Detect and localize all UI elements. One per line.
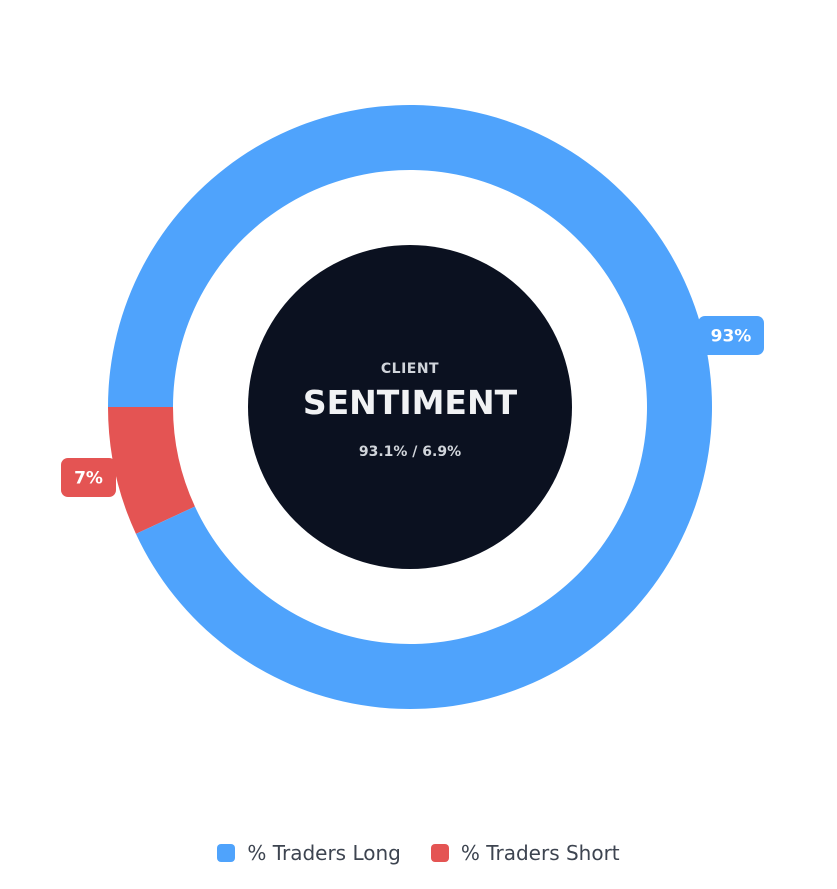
center-title: SENTIMENT [303, 383, 518, 422]
donut-chart: CLIENT SENTIMENT 93.1% / 6.9% 93% 7% [61, 105, 764, 709]
slice-label-short: 7% [74, 469, 103, 489]
legend-swatch-long [217, 844, 236, 862]
slice-badge-bg-long [698, 316, 764, 355]
donut-slices [108, 105, 712, 709]
slice-badge-short: 7% [61, 458, 116, 497]
center-caption: CLIENT [381, 361, 439, 377]
center-ratio: 93.1% / 6.9% [359, 444, 461, 460]
donut-slice-short[interactable] [108, 407, 195, 534]
slice-badge-bg-short [61, 458, 116, 497]
legend-item-long[interactable]: % Traders Long [217, 841, 401, 865]
legend-label-long: % Traders Long [247, 841, 401, 865]
slice-label-long: 93% [711, 327, 752, 347]
legend-label-short: % Traders Short [460, 841, 620, 865]
slice-labels: 93% 7% [61, 316, 764, 497]
legend-item-short[interactable]: % Traders Short [430, 841, 620, 865]
legend: % Traders Long % Traders Short [0, 841, 837, 865]
legend-swatch-short [430, 844, 449, 862]
center-disc [248, 245, 572, 569]
slice-badge-long: 93% [698, 316, 764, 355]
